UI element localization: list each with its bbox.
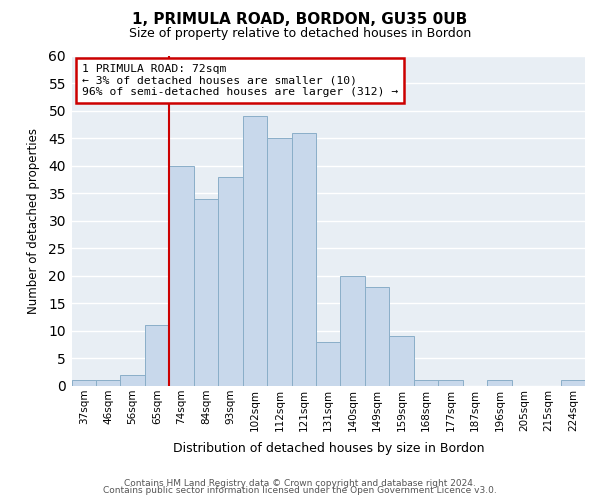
Text: Contains public sector information licensed under the Open Government Licence v3: Contains public sector information licen… [103,486,497,495]
Bar [96,380,121,386]
Bar [169,166,194,386]
Bar [218,176,242,386]
Bar [71,380,96,386]
Bar [340,276,365,386]
Bar [292,132,316,386]
Bar [316,342,340,386]
Bar [438,380,463,386]
Bar [121,375,145,386]
Bar [267,138,292,386]
Bar [487,380,512,386]
Bar [389,336,414,386]
Text: 1 PRIMULA ROAD: 72sqm
← 3% of detached houses are smaller (10)
96% of semi-detac: 1 PRIMULA ROAD: 72sqm ← 3% of detached h… [82,64,398,97]
Text: 1, PRIMULA ROAD, BORDON, GU35 0UB: 1, PRIMULA ROAD, BORDON, GU35 0UB [133,12,467,28]
Text: Contains HM Land Registry data © Crown copyright and database right 2024.: Contains HM Land Registry data © Crown c… [124,478,476,488]
Bar [365,287,389,386]
Bar [414,380,438,386]
X-axis label: Distribution of detached houses by size in Bordon: Distribution of detached houses by size … [173,442,484,455]
Bar [242,116,267,386]
Y-axis label: Number of detached properties: Number of detached properties [27,128,40,314]
Bar [560,380,585,386]
Bar [145,326,169,386]
Text: Size of property relative to detached houses in Bordon: Size of property relative to detached ho… [129,28,471,40]
Bar [194,198,218,386]
